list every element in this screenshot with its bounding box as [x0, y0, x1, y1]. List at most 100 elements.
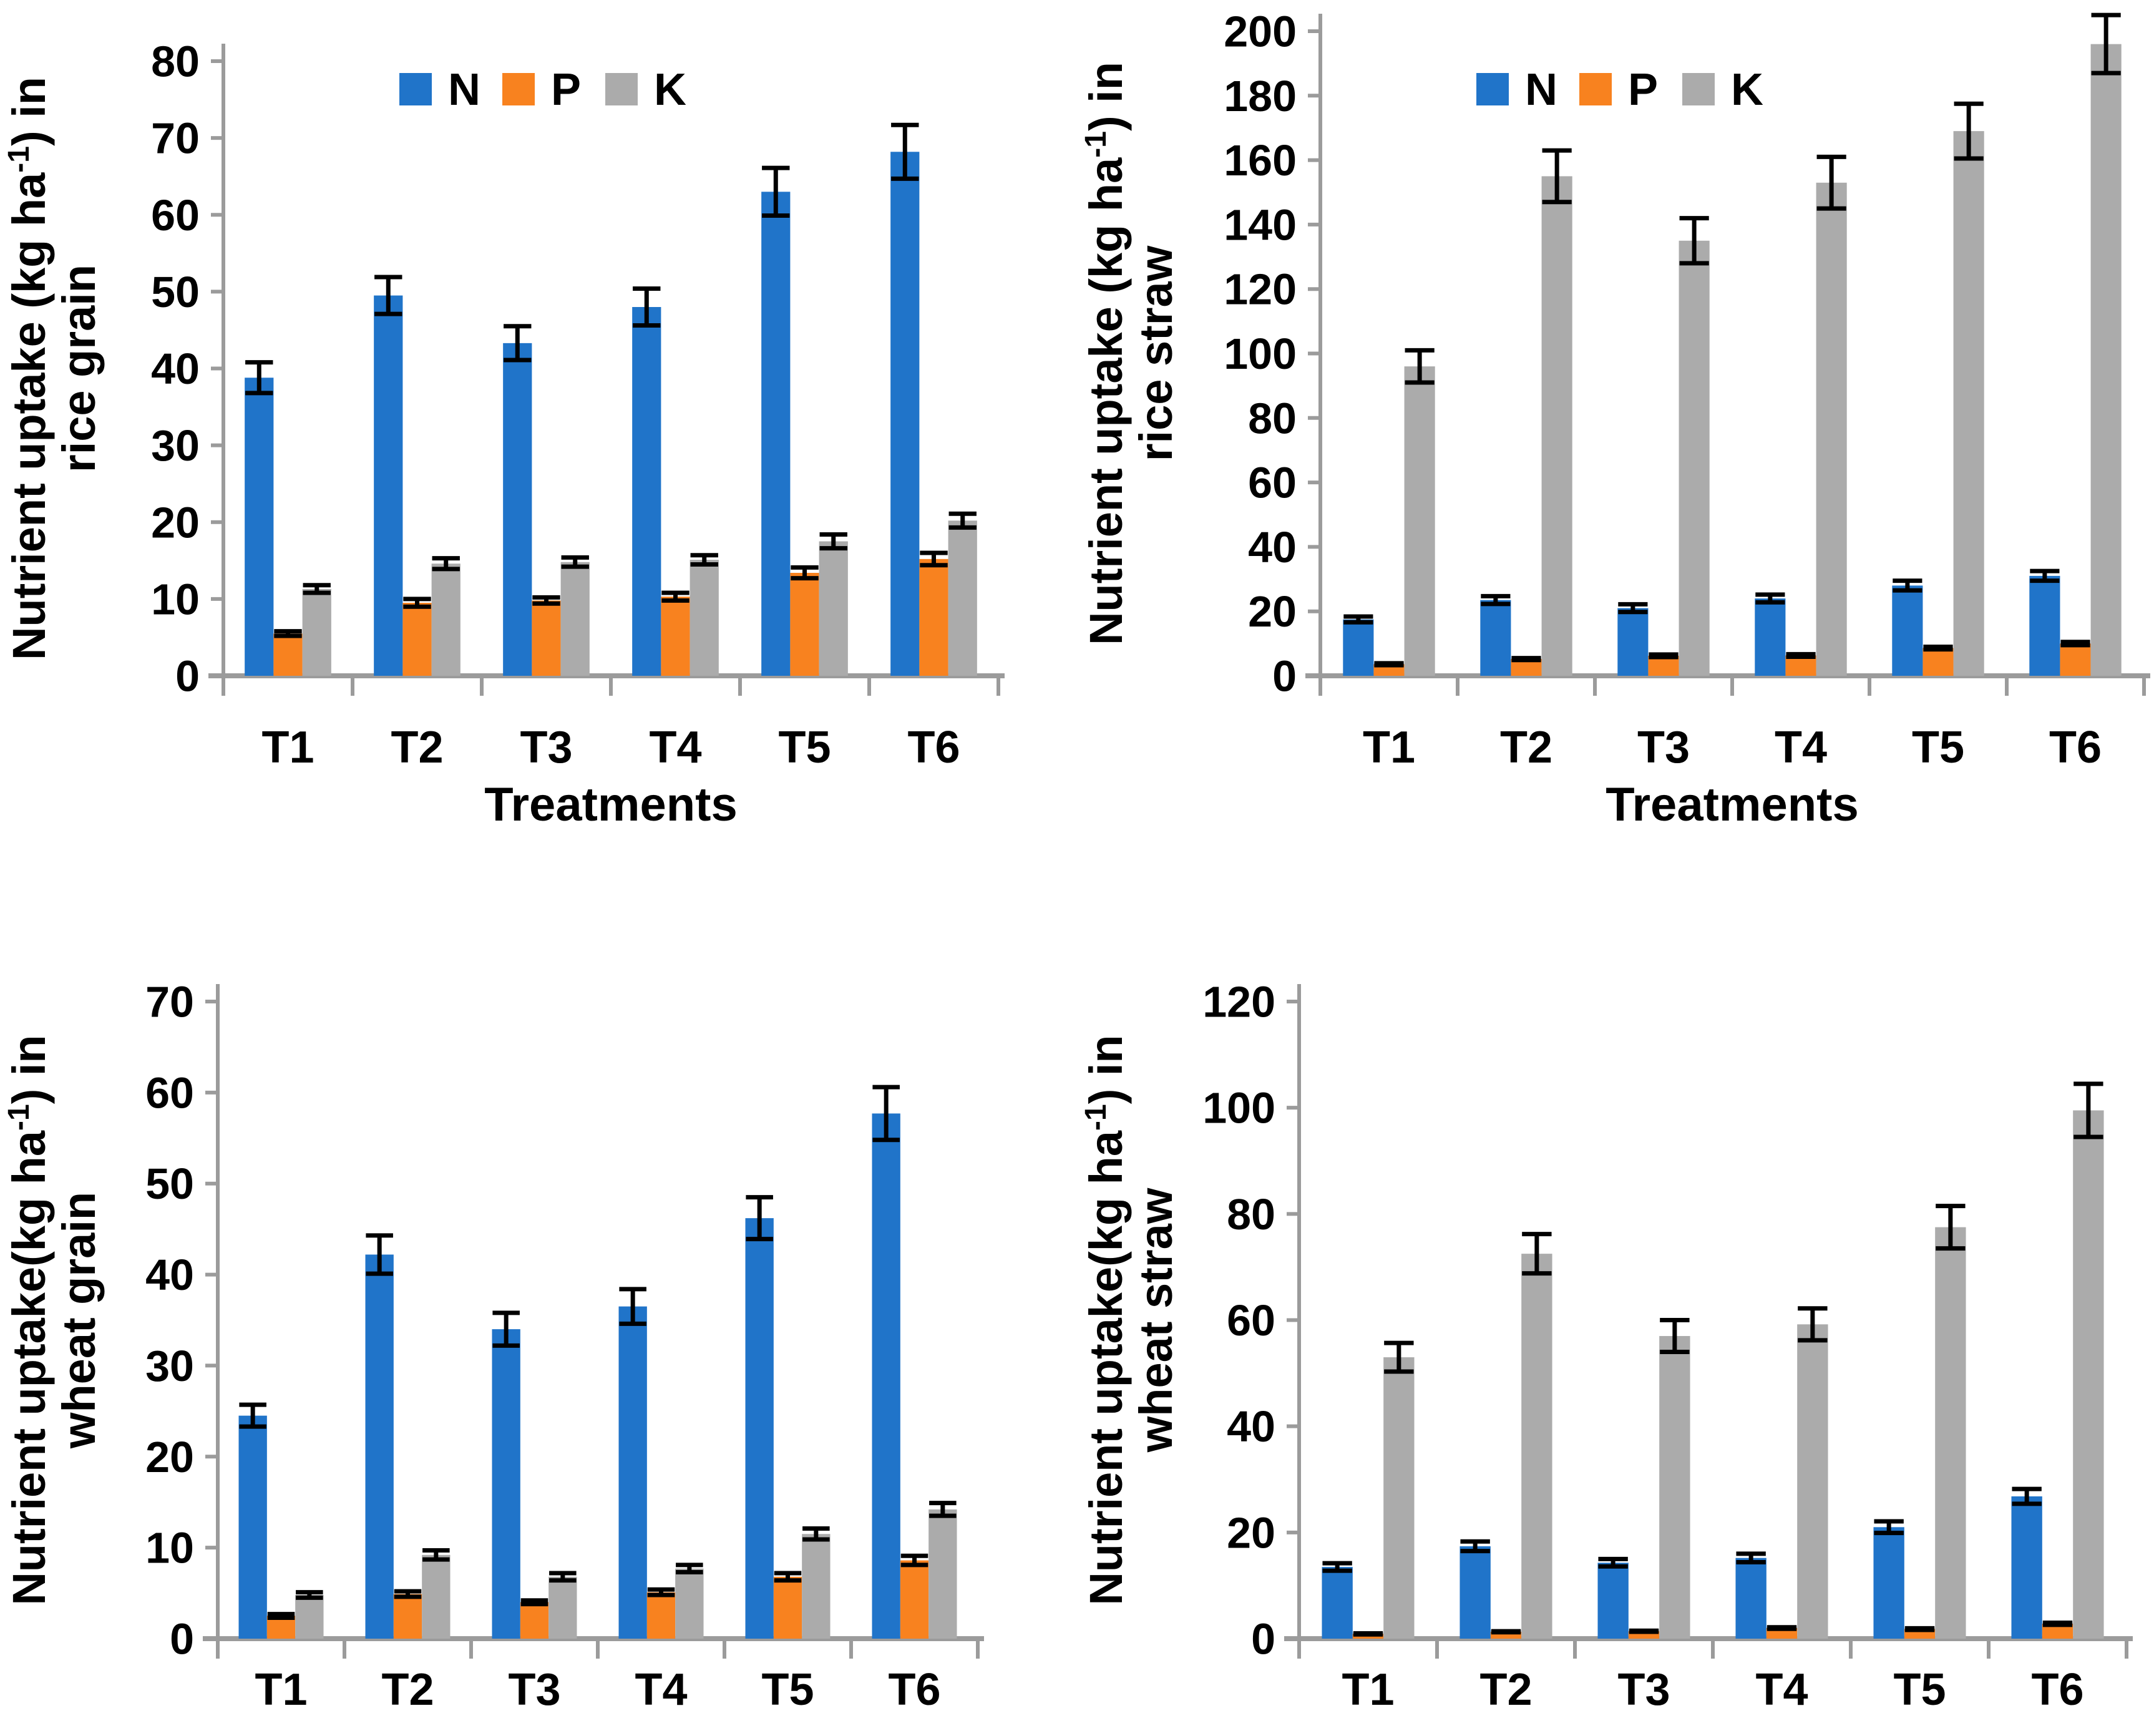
y-tick-label: 20: [1227, 1508, 1275, 1557]
bar-K-T4: [675, 1568, 704, 1639]
error-bar-K-T6: [929, 1501, 957, 1518]
y-tick-label: 0: [170, 1615, 194, 1664]
y-axis-title-line1: Nutrient uptake (kg ha-1) in: [2, 77, 55, 660]
error-bar-N-T3: [504, 324, 532, 363]
error-bar-N-T2: [1460, 1539, 1490, 1554]
y-axis-title-line2: rice straw: [1130, 245, 1182, 461]
bar-N-T1: [1343, 619, 1374, 676]
x-axis-title: Treatments: [484, 778, 738, 831]
error-bar-K-T5: [1936, 1204, 1966, 1251]
y-tick-label: 70: [145, 978, 194, 1026]
error-bar-K-T3: [1679, 216, 1709, 266]
y-tick-label: 20: [145, 1433, 194, 1481]
error-bar-P-T4: [661, 590, 690, 603]
error-bar-P-T2: [403, 597, 431, 609]
y-tick-label: 200: [1224, 7, 1297, 56]
x-category-label: T2: [1500, 723, 1552, 773]
bar-K-T5: [802, 1534, 831, 1639]
y-tick-label: 0: [1251, 1615, 1275, 1664]
error-bar-K-T4: [1816, 154, 1846, 211]
error-bar-N-T4: [619, 1287, 646, 1326]
bar-K-T4: [1816, 182, 1847, 676]
bar-N-T6: [872, 1113, 900, 1639]
x-category-label: T4: [649, 723, 701, 773]
y-tick-label: 140: [1224, 200, 1297, 249]
error-bar-K-T1: [1405, 348, 1435, 385]
bar-K-T2: [1541, 176, 1572, 676]
bar-P-T2: [1490, 1631, 1522, 1639]
y-tick-label: 0: [1272, 652, 1297, 701]
y-tick-label: 60: [1248, 459, 1297, 507]
error-bar-K-T2: [1522, 1232, 1552, 1276]
legend-swatch-N: [399, 73, 432, 105]
bar-N-T6: [890, 152, 920, 676]
y-tick-label: 40: [1227, 1402, 1275, 1451]
bar-N-T3: [1597, 1563, 1629, 1639]
error-bar-K-T2: [432, 556, 460, 572]
y-tick-label: 40: [145, 1251, 194, 1299]
x-category-label: T1: [255, 1665, 307, 1715]
error-bar-P-T5: [1923, 645, 1953, 652]
error-bar-N-T6: [891, 122, 919, 181]
bar-N-T4: [632, 307, 661, 676]
bar-K-T2: [1521, 1254, 1552, 1639]
y-tick-label: 160: [1224, 136, 1297, 185]
bar-P-T5: [773, 1576, 802, 1639]
bar-N-T2: [374, 295, 403, 676]
chart-rice-grain: 0 10 20 30 40 50 60 70 80 T1 T2 T3 T4 T5 T6 Treatments N…: [0, 0, 1077, 936]
error-bar-N-T5: [762, 165, 790, 218]
x-category-label: T4: [635, 1665, 687, 1715]
bar-K-T3: [1679, 240, 1710, 676]
error-bar-K-T6: [2074, 1081, 2103, 1139]
error-bar-N-T1: [239, 1402, 266, 1429]
bar-K-T5: [819, 541, 848, 676]
bar-K-T6: [928, 1509, 957, 1639]
y-tick-label: 100: [1224, 329, 1297, 378]
y-axis-title-line1: Nutrient uptake(kg ha-1) in: [2, 1035, 55, 1605]
x-category-label: T3: [508, 1665, 560, 1715]
x-category-label: T3: [1637, 723, 1690, 773]
bar-P-T6: [2042, 1624, 2074, 1639]
bar-K-T5: [1935, 1227, 1966, 1639]
error-bar-N-T1: [245, 360, 273, 396]
bar-K-T3: [560, 562, 590, 676]
legend-swatch-K: [1682, 73, 1715, 105]
y-tick-label: 70: [151, 114, 200, 163]
y-tick-label: 50: [151, 268, 200, 316]
error-bar-K-T1: [296, 1590, 323, 1600]
y-axis-title-line2: rice grain: [53, 265, 105, 472]
bar-N-T4: [1755, 598, 1786, 676]
x-category-label: T1: [1363, 723, 1415, 773]
bar-P-T2: [393, 1594, 422, 1639]
error-bar-N-T1: [1343, 614, 1373, 625]
bar-K-T3: [548, 1576, 577, 1639]
legend-label-P: P: [551, 65, 581, 115]
bar-K-T1: [1383, 1357, 1415, 1639]
error-bar-P-T1: [274, 629, 302, 638]
x-category-label: T5: [761, 1665, 814, 1715]
bar-N-T1: [245, 378, 274, 676]
bar-K-T6: [2090, 44, 2122, 676]
x-category-label: T6: [2049, 723, 2102, 773]
x-category-label: T3: [1617, 1665, 1670, 1715]
bar-K-T1: [302, 588, 331, 676]
x-category-label: T6: [907, 723, 960, 773]
bar-K-T6: [948, 520, 977, 676]
error-bar-K-T1: [1384, 1340, 1414, 1374]
error-bar-P-T4: [1786, 651, 1816, 660]
error-bar-P-T6: [900, 1553, 928, 1568]
y-tick-label: 40: [1248, 523, 1297, 572]
bar-K-T3: [1659, 1336, 1690, 1639]
y-tick-label: 120: [1224, 265, 1297, 314]
error-bar-P-T5: [1904, 1626, 1935, 1632]
chart-rice-straw: 0 20 40 60 80 100 120 140 160 180 200 T1 T2 T3 T4 T5 T6 T…: [1077, 0, 2154, 936]
error-bar-K-T2: [422, 1548, 450, 1562]
bar-P-T3: [1628, 1631, 1660, 1639]
legend-label-K: K: [654, 65, 686, 115]
error-bar-P-T2: [1511, 656, 1541, 663]
legend-label-N: N: [1525, 65, 1557, 115]
legend-label-K: K: [1731, 65, 1763, 115]
y-tick-label: 80: [1248, 394, 1297, 442]
y-tick-label: 10: [151, 575, 200, 623]
